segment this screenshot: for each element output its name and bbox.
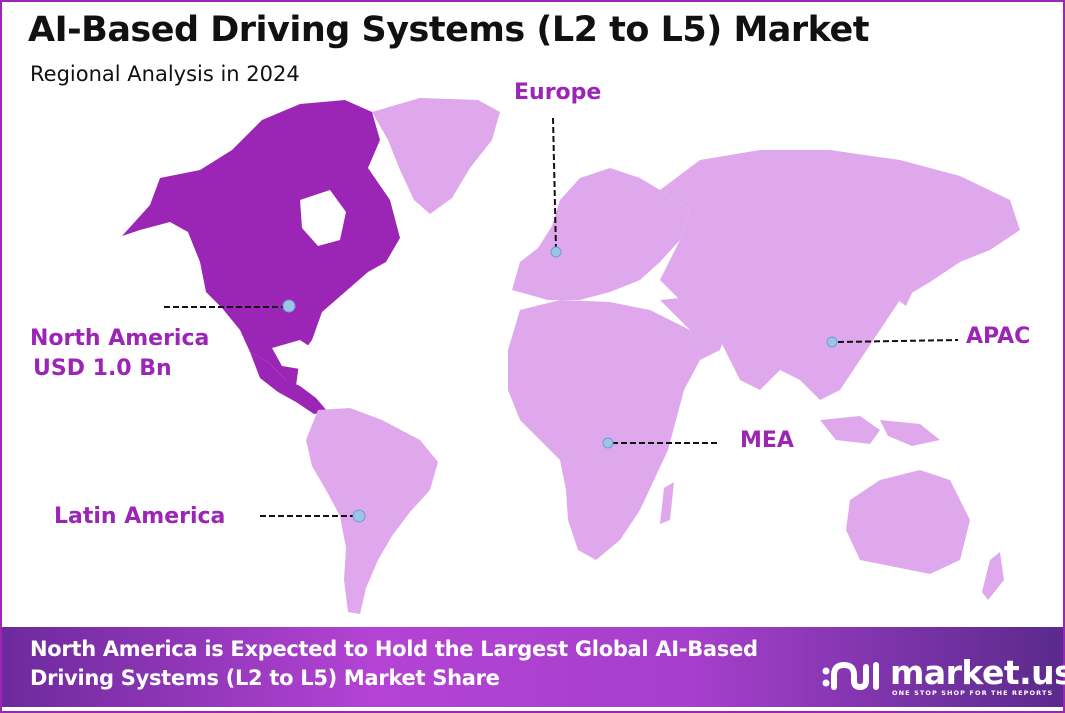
market-us-logo[interactable]: market.us ONE STOP SHOP FOR THE REPORTS — [820, 653, 1065, 702]
region-new-zealand — [982, 552, 1004, 600]
region-japan — [898, 262, 918, 306]
region-greenland — [372, 98, 500, 214]
footer-statement: North America is Expected to Hold the La… — [30, 635, 758, 693]
region-australia — [846, 470, 970, 574]
region-new-guinea — [880, 420, 940, 446]
apac-marker[interactable] — [826, 336, 838, 348]
apac-label: APAC — [966, 324, 1031, 349]
region-north-america[interactable] — [122, 100, 400, 386]
mea-marker[interactable] — [602, 437, 614, 449]
latin-america-marker[interactable] — [352, 509, 366, 523]
gulf-of-mexico — [272, 340, 318, 370]
north-america-label: North America USD 1.0 Bn — [30, 324, 209, 384]
north-america-name: North America — [30, 326, 210, 351]
footer-line-2: Driving Systems (L2 to L5) Market Share — [30, 666, 500, 690]
region-latin-america[interactable] — [306, 408, 438, 614]
europe-marker[interactable] — [550, 246, 562, 258]
page-subtitle: Regional Analysis in 2024 — [30, 62, 300, 86]
north-america-marker[interactable] — [282, 299, 296, 313]
mea-label: MEA — [740, 428, 794, 453]
europe-label: Europe — [514, 80, 602, 105]
region-madagascar — [660, 482, 674, 524]
page-title: AI-Based Driving Systems (L2 to L5) Mark… — [28, 10, 869, 50]
hudson-bay — [300, 190, 346, 246]
region-europe[interactable] — [512, 168, 690, 300]
region-middle-east — [660, 296, 730, 360]
logo-tagline: ONE STOP SHOP FOR THE REPORTS — [892, 689, 1054, 697]
region-apac[interactable] — [660, 150, 1020, 400]
region-indonesia — [820, 416, 880, 444]
europe-leader-line — [552, 117, 557, 251]
footer-banner: North America is Expected to Hold the La… — [2, 627, 1065, 707]
logo-wordmark: market.us — [890, 653, 1065, 692]
region-mea[interactable] — [508, 300, 700, 560]
apac-leader-line — [837, 339, 959, 343]
north-america-value: USD 1.0 Bn — [33, 356, 172, 381]
market-us-logo-icon — [822, 661, 879, 691]
footer-line-1: North America is Expected to Hold the La… — [30, 637, 758, 661]
latin-america-label: Latin America — [54, 504, 226, 529]
region-central-america — [250, 352, 328, 414]
